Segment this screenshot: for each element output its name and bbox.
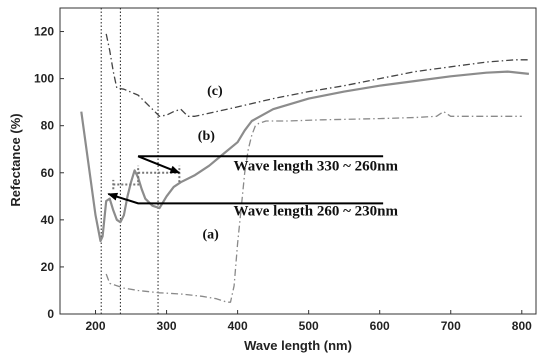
x-axis-ticks: 200 300 400 500 600 700 800	[86, 310, 532, 333]
y-axis-ticks: 0 20 40 60 80 100 120	[34, 25, 64, 321]
y-tick-label: 20	[41, 260, 55, 274]
x-tick-label: 600	[370, 319, 390, 333]
plot-frame	[59, 7, 537, 315]
curve-label: (b)	[198, 129, 215, 144]
y-tick-label: 0	[47, 307, 54, 321]
y-tick-label: 60	[41, 166, 55, 180]
annotation-text-1: Wave length 260 ~ 230nm	[234, 203, 399, 219]
x-tick-label: 800	[512, 319, 532, 333]
curve-label: (a)	[202, 228, 219, 243]
x-tick-label: 400	[228, 319, 248, 333]
series-line-c	[105, 33, 529, 117]
x-tick-label: 200	[86, 319, 106, 333]
x-axis-title: Wave length (nm)	[244, 338, 352, 353]
annotation-text-0: Wave length 330 ~ 260nm	[234, 159, 399, 175]
y-tick-label: 100	[34, 72, 54, 86]
y-tick-label: 80	[41, 119, 55, 133]
series-line-a	[105, 110, 522, 303]
y-axis-title: Refectance (%)	[8, 113, 23, 206]
annotation-arrow-0	[137, 155, 384, 174]
x-tick-label: 700	[441, 319, 461, 333]
annotation-arrow-1	[107, 192, 384, 205]
x-tick-label: 500	[299, 319, 319, 333]
annotation-group: Wave length 330 ~ 260nm Wave length 260 ~…	[107, 155, 399, 219]
curve-label: (c)	[207, 84, 223, 99]
x-tick-label: 300	[157, 319, 177, 333]
curve-label-group: (c) (b) (a)	[198, 84, 223, 243]
y-tick-label: 120	[34, 25, 54, 39]
y-tick-label: 40	[41, 213, 55, 227]
